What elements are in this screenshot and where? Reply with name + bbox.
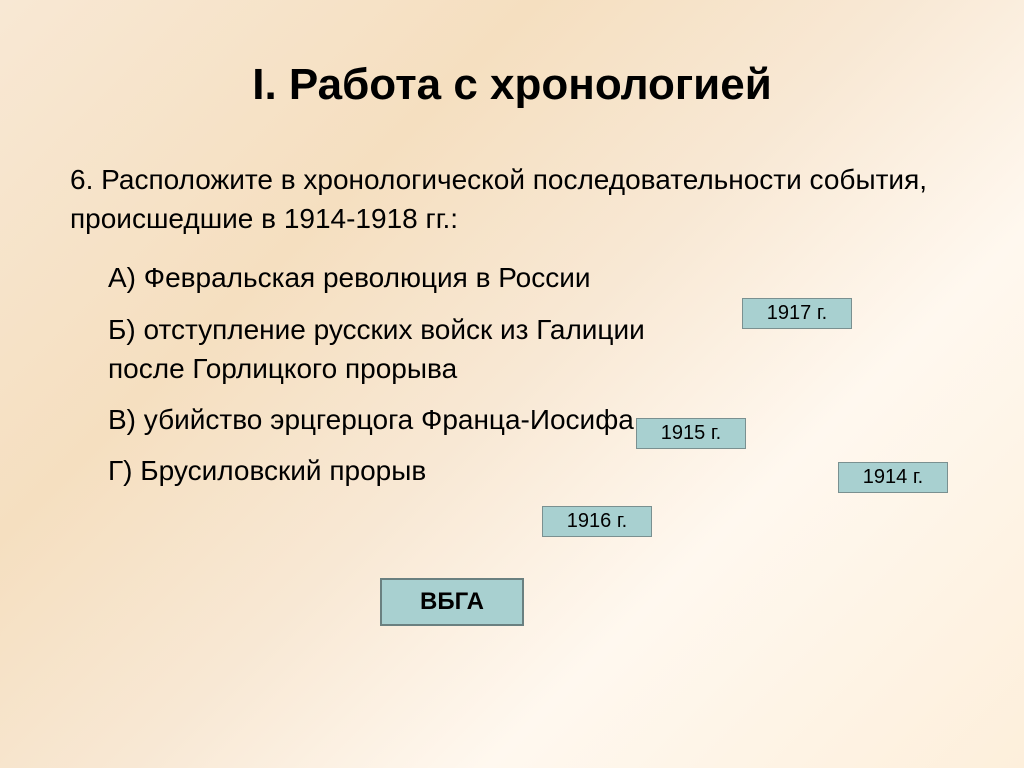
year-box-g: 1916 г. — [542, 506, 652, 537]
option-v-content: убийство эрцгерцога Франца-Иосифа — [144, 404, 634, 435]
option-b-content-line2: после Горлицкого прорыва — [108, 353, 457, 384]
option-g-content: Брусиловский прорыв — [140, 455, 426, 486]
option-a-text: А) Февральская революция в России — [70, 258, 954, 297]
question-number: 6. — [70, 164, 93, 195]
slide-title: I. Работа с хронологией — [70, 60, 954, 110]
option-v-row: В) убийство эрцгерцога Франца-Иосифа — [70, 400, 954, 439]
option-a-row: А) Февральская революция в России — [70, 258, 954, 297]
option-v-label: В) — [108, 404, 136, 435]
option-b-label: Б) — [108, 314, 136, 345]
slide-container: I. Работа с хронологией 6. Расположите в… — [0, 0, 1024, 768]
option-v-text: В) убийство эрцгерцога Франца-Иосифа — [70, 400, 954, 439]
option-a-label: А) — [108, 262, 136, 293]
option-b-content-line1: отступление русских войск из Галиции — [143, 314, 644, 345]
answer-box: ВБГА — [380, 578, 524, 626]
question-block: 6. Расположите в хронологической последо… — [70, 160, 954, 238]
year-box-b: 1915 г. — [636, 418, 746, 449]
question-text: Расположите в хронологической последоват… — [70, 164, 927, 234]
year-box-v: 1914 г. — [838, 462, 948, 493]
option-g-row: Г) Брусиловский прорыв — [70, 451, 954, 490]
option-g-label: Г) — [108, 455, 133, 486]
year-box-a: 1917 г. — [742, 298, 852, 329]
option-b-text-line2: после Горлицкого прорыва — [70, 349, 954, 388]
option-a-content: Февральская революция в России — [144, 262, 591, 293]
option-g-text: Г) Брусиловский прорыв — [70, 451, 954, 490]
